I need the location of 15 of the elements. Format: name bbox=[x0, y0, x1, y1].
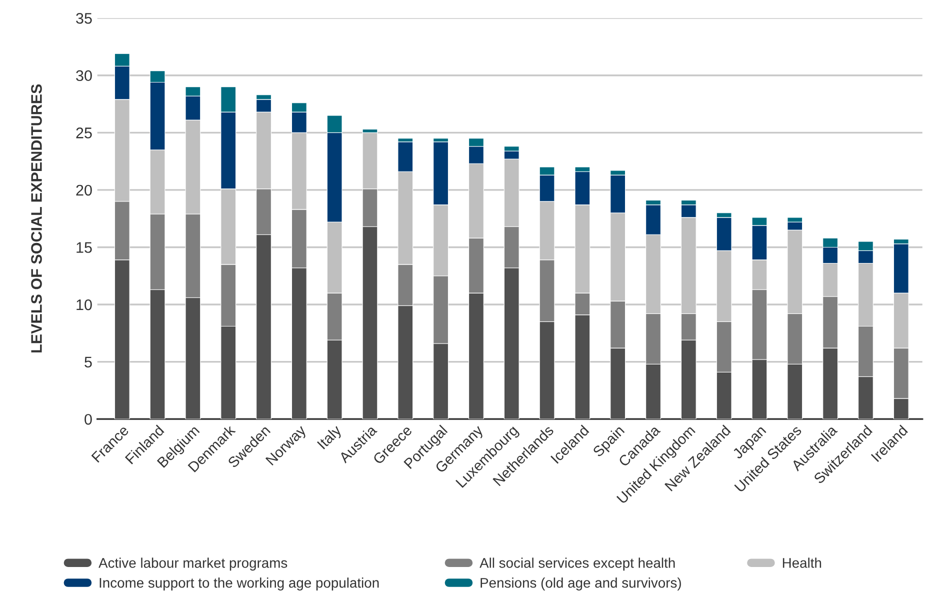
y-tick-label: 20 bbox=[76, 184, 92, 196]
y-axis-title: LEVELS OF SOCIAL EXPENDITURES bbox=[31, 84, 42, 352]
y-tick-label: 15 bbox=[76, 242, 92, 253]
y-tick-label: 5 bbox=[84, 356, 92, 368]
x-tick-label: Italy bbox=[316, 424, 344, 452]
y-tick-label: 10 bbox=[76, 299, 92, 310]
y-tick-label: 30 bbox=[76, 70, 92, 82]
legend-label: Income support to the working age population bbox=[100, 578, 379, 590]
y-tick-label: 0 bbox=[84, 414, 92, 425]
y-tick-label: 25 bbox=[76, 128, 92, 138]
legend-label: Health bbox=[782, 558, 822, 568]
y-tick-label: 35 bbox=[76, 12, 92, 24]
legend-label: All social services except health bbox=[480, 558, 675, 571]
legend-label: Active labour market programs bbox=[98, 558, 288, 571]
legend-label: Pensions (old age and survivors) bbox=[480, 578, 681, 590]
